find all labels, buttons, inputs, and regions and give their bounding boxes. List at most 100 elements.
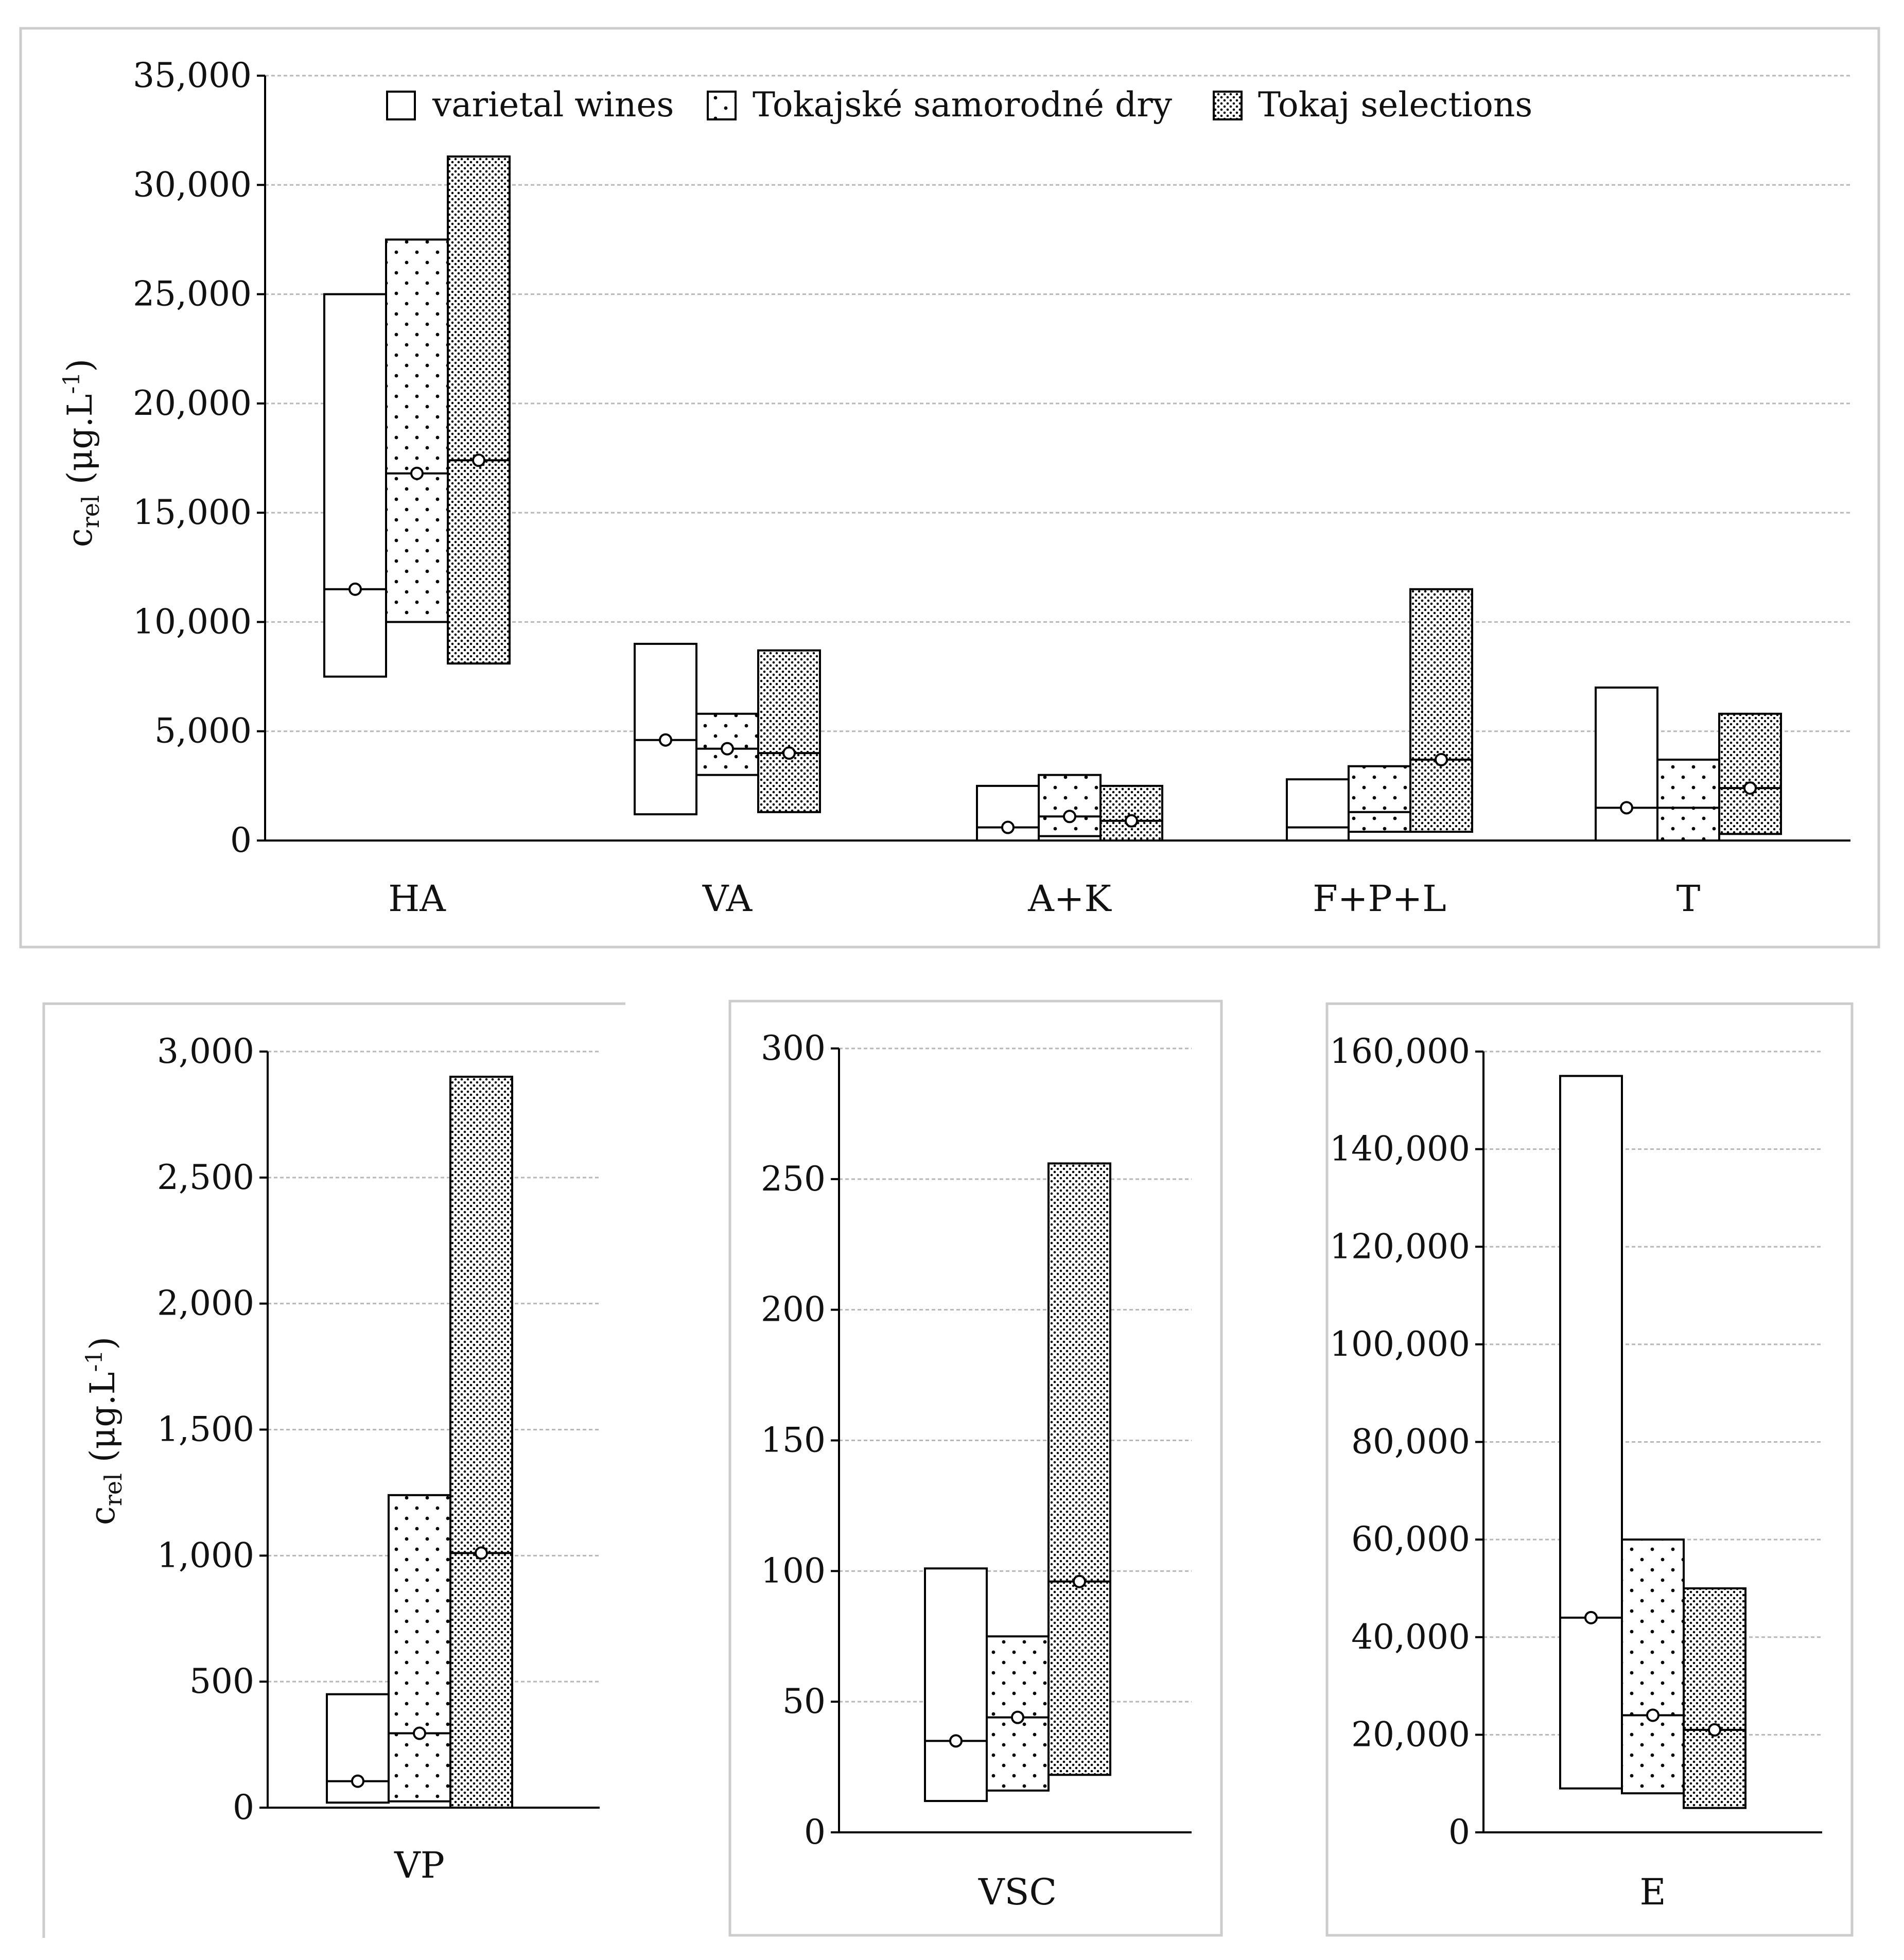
- y-axis-title-unit-close: ): [83, 1337, 123, 1350]
- x-category-label: HA: [388, 878, 446, 920]
- x-category-label: F+P+L: [1313, 878, 1446, 920]
- bar-t-tokajsk-samorodn-dry: [1656, 758, 1720, 842]
- chart-vp: 0 500 1,000 1,500 2,000 2,500 3,000 VP: [157, 1031, 600, 1886]
- chart-e: 0 20,000 40,000 60,000 80,000 100,000 120,000 1…: [1330, 1031, 1822, 1913]
- mean-marker-vsc-varietal-wines: [949, 1734, 963, 1748]
- mean-marker-vp-varietal-wines: [351, 1774, 364, 1788]
- legend-label-tokajske-samorodne-dry: Tokajské samorodné dry: [753, 85, 1173, 125]
- mean-marker-ha-tokajsk-samorodn-dry: [410, 466, 424, 480]
- y-tick-label: 1,500: [157, 1410, 254, 1449]
- mean-marker-vp-tokaj-selections: [475, 1546, 488, 1560]
- y-tick-label: 150: [761, 1421, 826, 1460]
- bar-e-varietal-wines: [1559, 1075, 1623, 1790]
- y-tick-label: 80,000: [1351, 1422, 1470, 1462]
- legend-label-tokaj-selections: Tokaj selections: [1258, 85, 1532, 125]
- bar-vp-tokajsk-samorodn-dry: [388, 1494, 451, 1802]
- y-tick-label: 500: [189, 1661, 254, 1701]
- y-tick-label: 160,000: [1330, 1031, 1470, 1071]
- legend-item-tokaj-selections: Tokaj selections: [1213, 85, 1532, 125]
- chart-main: 0 5,000 10,000 15,000 20,000 25,000 30,000 35,0…: [133, 56, 1850, 920]
- legend-swatch-tokajske-samorodne-dry: [707, 91, 737, 120]
- y-tick-label: 20,000: [133, 383, 252, 423]
- y-axis-title-unit-open: (μg.L: [83, 1372, 123, 1474]
- y-tick-label: 0: [230, 820, 252, 860]
- bar-e-tokajsk-samorodn-dry: [1621, 1538, 1685, 1795]
- bar-va-tokaj-selections: [757, 649, 821, 813]
- chart-vsc: 0 50 100 150 200 250 300 VSC: [761, 1028, 1192, 1913]
- bar-va-varietal-wines: [634, 642, 697, 816]
- y-tick-label: 120,000: [1330, 1227, 1470, 1266]
- bar-ha-tokaj-selections: [447, 155, 511, 665]
- legend: varietal wines Tokajské samorodné dry To…: [386, 85, 1532, 125]
- bar-t-varietal-wines: [1595, 686, 1658, 842]
- mean-marker-vsc-tokaj-selections: [1073, 1574, 1086, 1588]
- y-axis-title-subscript: rel: [77, 495, 104, 528]
- y-tick-label: 140,000: [1330, 1129, 1470, 1169]
- legend-label-varietal-wines: varietal wines: [432, 85, 674, 125]
- mean-marker-va-varietal-wines: [659, 733, 672, 747]
- x-category-label: T: [1676, 878, 1701, 920]
- y-tick-label: 2,500: [157, 1158, 254, 1197]
- bar-vp-tokaj-selections: [449, 1075, 513, 1809]
- mean-marker-a-k-tokajsk-samorodn-dry: [1063, 810, 1076, 824]
- panel-e-frame: [1325, 1002, 1854, 1937]
- mean-marker-vsc-tokajsk-samorodn-dry: [1011, 1710, 1024, 1724]
- mean-marker-vp-tokajsk-samorodn-dry: [413, 1726, 426, 1740]
- legend-item-tokajske-samorodne-dry: Tokajské samorodné dry: [707, 85, 1173, 125]
- y-axis-title-subscript: rel: [99, 1473, 127, 1506]
- bar-f-p-l-tokajsk-samorodn-dry: [1348, 765, 1411, 833]
- x-category-label: VSC: [978, 1871, 1057, 1913]
- panel-vp-frame: [42, 1002, 625, 1938]
- y-tick-label: 5,000: [154, 711, 252, 751]
- y-axis-title-base: c: [60, 528, 100, 547]
- y-tick-label: 100: [761, 1551, 826, 1590]
- y-axis-title-base: c: [83, 1506, 123, 1525]
- y-tick-label: 100,000: [1330, 1324, 1470, 1364]
- y-tick-label: 250: [761, 1159, 826, 1199]
- bar-ha-tokajsk-samorodn-dry: [385, 238, 449, 623]
- legend-swatch-varietal-wines: [386, 91, 416, 120]
- y-tick-label: 3,000: [157, 1031, 254, 1071]
- mean-marker-ha-tokaj-selections: [472, 453, 485, 467]
- y-tick-label: 2,000: [157, 1284, 254, 1323]
- bar-f-p-l-varietal-wines: [1286, 778, 1350, 842]
- bar-f-p-l-tokaj-selections: [1409, 588, 1473, 833]
- mean-marker-e-tokaj-selections: [1708, 1723, 1721, 1737]
- y-tick-label: 50: [782, 1682, 826, 1721]
- bar-e-tokaj-selections: [1683, 1587, 1746, 1809]
- bar-vsc-tokaj-selections: [1047, 1162, 1111, 1776]
- y-axis-title-unit-close: ): [60, 359, 100, 372]
- mean-marker-a-k-varietal-wines: [1001, 820, 1015, 834]
- y-tick-label: 1,000: [157, 1535, 254, 1575]
- mean-marker-ha-varietal-wines: [348, 582, 362, 596]
- mean-marker-va-tokajsk-samorodn-dry: [721, 742, 734, 756]
- y-tick-label: 0: [804, 1812, 826, 1852]
- y-axis-title-superscript: -1: [81, 1350, 108, 1372]
- y-tick-label: 300: [761, 1028, 826, 1068]
- legend-item-varietal-wines: varietal wines: [386, 85, 674, 125]
- legend-swatch-tokaj-selections: [1213, 91, 1243, 120]
- y-tick-label: 30,000: [133, 165, 252, 204]
- y-axis-title-superscript: -1: [59, 372, 85, 394]
- mean-marker-a-k-tokaj-selections: [1125, 814, 1138, 828]
- bar-a-k-tokaj-selections: [1099, 784, 1163, 842]
- y-tick-label: 0: [233, 1788, 254, 1827]
- y-axis-title-vp: crel (μg.L-1): [81, 1337, 127, 1525]
- panel-vsc-frame: [728, 1000, 1223, 1937]
- x-category-label: VA: [702, 878, 753, 920]
- y-tick-label: 20,000: [1351, 1714, 1470, 1754]
- x-category-label: VP: [394, 1844, 445, 1886]
- y-tick-label: 0: [1448, 1812, 1470, 1852]
- y-tick-label: 15,000: [133, 493, 252, 532]
- y-tick-label: 200: [761, 1290, 826, 1329]
- y-tick-label: 10,000: [133, 602, 252, 641]
- mean-marker-t-varietal-wines: [1620, 801, 1633, 815]
- mean-marker-e-tokajsk-samorodn-dry: [1646, 1708, 1660, 1722]
- y-tick-label: 25,000: [133, 274, 252, 314]
- mean-marker-t-tokaj-selections: [1743, 781, 1757, 795]
- bar-t-tokaj-selections: [1718, 712, 1782, 835]
- y-axis-title-main: crel (μg.L-1): [59, 359, 104, 547]
- y-axis-title-unit-open: (μg.L: [60, 394, 100, 496]
- bar-vsc-varietal-wines: [924, 1567, 988, 1802]
